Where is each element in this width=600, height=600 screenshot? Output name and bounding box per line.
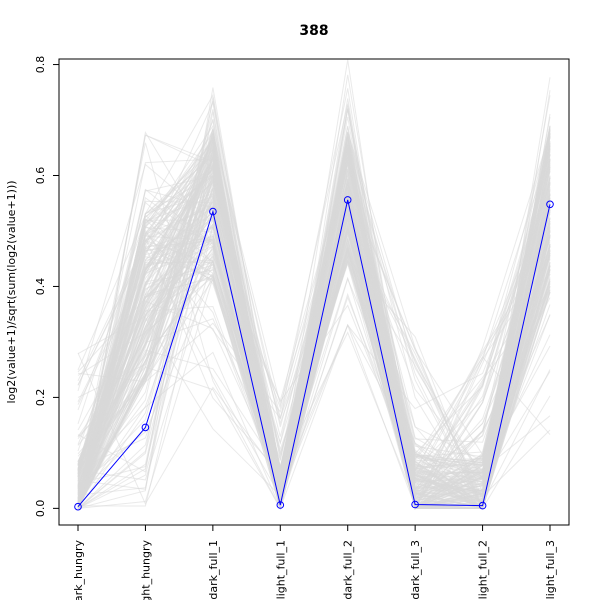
highlight-point-dark-hungry — [74, 502, 82, 511]
x-tick-label: light_full_1 — [274, 540, 287, 599]
highlight-series — [74, 196, 554, 511]
y-tick-label: 0.8 — [34, 56, 47, 74]
background-profile-line — [77, 77, 551, 509]
background-profile-line — [77, 180, 551, 511]
highlight-point-dark-full-3 — [411, 500, 419, 509]
background-profile-line — [77, 145, 551, 487]
x-tick-label: ark_hungry — [72, 540, 85, 600]
highlight-point-light-full-1 — [276, 501, 285, 509]
background-profile-line — [77, 124, 551, 510]
x-tick-label: dark_full_1 — [207, 540, 220, 600]
y-tick-label: 0.6 — [34, 167, 47, 185]
highlight-point-light-full-3 — [546, 200, 554, 209]
x-tick-label: light_full_3 — [544, 540, 557, 599]
x-tick-label: ght_hungry — [139, 540, 152, 600]
y-axis-label: log2(value+1)/sqrt(sum(log2(value+1))) — [5, 180, 18, 403]
background-profile-line — [77, 166, 551, 509]
background-profile-line — [77, 165, 551, 510]
x-tick-label: dark_full_2 — [342, 540, 355, 600]
background-profile-line — [77, 137, 551, 509]
background-profile-line — [77, 186, 551, 511]
background-profile-lines — [77, 59, 551, 511]
highlight-line — [77, 199, 551, 508]
background-profile-line — [77, 202, 551, 497]
background-profile-line — [77, 158, 551, 509]
x-axis: ark_hungry ght_hungry dark_full_1 light_ful… — [72, 525, 557, 600]
background-profile-line — [77, 150, 551, 480]
highlight-point-dark-full-1 — [209, 207, 217, 216]
highlight-point-dark-full-2 — [343, 196, 352, 204]
x-tick-label: light_full_2 — [477, 540, 490, 599]
y-axis: 0.0 0.2 0.4 0.6 0.8 — [34, 56, 60, 518]
background-profile-line — [77, 153, 551, 509]
y-tick-label: 0.4 — [34, 278, 47, 296]
x-tick-label: dark_full_3 — [409, 540, 422, 600]
y-tick-label: 0.2 — [34, 389, 47, 407]
highlight-point-light-hungry — [141, 423, 150, 432]
chart-title: 388 — [299, 23, 328, 39]
background-profile-line — [77, 151, 551, 509]
y-tick-label: 0.0 — [34, 500, 47, 518]
highlight-point-light-full-2 — [478, 501, 487, 510]
background-profile-line — [77, 74, 551, 509]
background-profile-line — [77, 184, 551, 499]
